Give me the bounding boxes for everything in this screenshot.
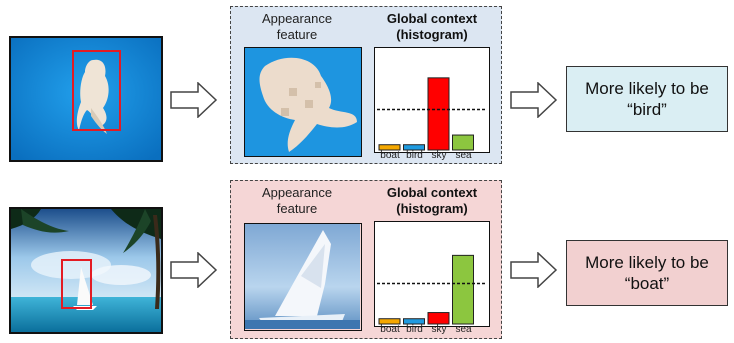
arrow-right-icon xyxy=(170,252,218,288)
result-line-1: More likely to be xyxy=(585,79,709,98)
bird-result-box: More likely to be “bird” xyxy=(566,66,728,132)
boat-feature-panel: Appearance feature Global context (histo… xyxy=(230,180,502,339)
arrow-right-icon xyxy=(170,82,218,118)
tick-label-bird: bird xyxy=(406,150,423,161)
arrow-right-icon xyxy=(510,82,558,118)
bird-appearance-thumbnail xyxy=(244,47,362,157)
global-context-label: Global context (histogram) xyxy=(386,11,478,42)
bar-sky xyxy=(427,77,450,151)
tick-label-sea: sea xyxy=(455,150,472,161)
bar-bird xyxy=(403,144,425,151)
bar-sky xyxy=(427,312,450,325)
boat-photo xyxy=(9,207,163,334)
appearance-feature-label: Appearance feature xyxy=(261,185,333,216)
boat-result-box: More likely to be “boat” xyxy=(566,240,728,306)
boat-histogram xyxy=(374,221,490,327)
bird-feature-panel: Appearance feature Global context (histo… xyxy=(230,6,502,164)
bird-histogram xyxy=(374,47,490,153)
bar-boat xyxy=(378,318,401,325)
bird-shape xyxy=(11,38,161,160)
bar-bird xyxy=(403,318,425,325)
boat-bounding-box xyxy=(61,259,92,309)
result-line-2: “boat” xyxy=(624,274,670,293)
tick-label-sky: sky xyxy=(431,150,447,161)
bird-photo xyxy=(9,36,163,162)
arrow-right-icon xyxy=(510,252,558,288)
tick-label-sky: sky xyxy=(431,324,447,335)
result-line-2: “bird” xyxy=(627,100,667,119)
bar-sea xyxy=(452,254,474,325)
bar-sea xyxy=(452,134,474,151)
boat-appearance-thumbnail xyxy=(244,223,362,331)
tick-label-sea: sea xyxy=(455,324,472,335)
tick-label-boat: boat xyxy=(380,150,400,161)
tick-label-boat: boat xyxy=(380,324,400,335)
result-line-1: More likely to be xyxy=(585,253,709,272)
appearance-feature-label: Appearance feature xyxy=(261,11,333,42)
boat-histogram-svg xyxy=(377,254,486,325)
bird-bounding-box xyxy=(72,50,121,131)
bar-boat xyxy=(378,144,401,151)
bird-histogram-svg xyxy=(377,77,486,151)
global-context-label: Global context (histogram) xyxy=(386,185,478,216)
tick-label-bird: bird xyxy=(406,324,423,335)
boat-scene xyxy=(11,209,161,332)
